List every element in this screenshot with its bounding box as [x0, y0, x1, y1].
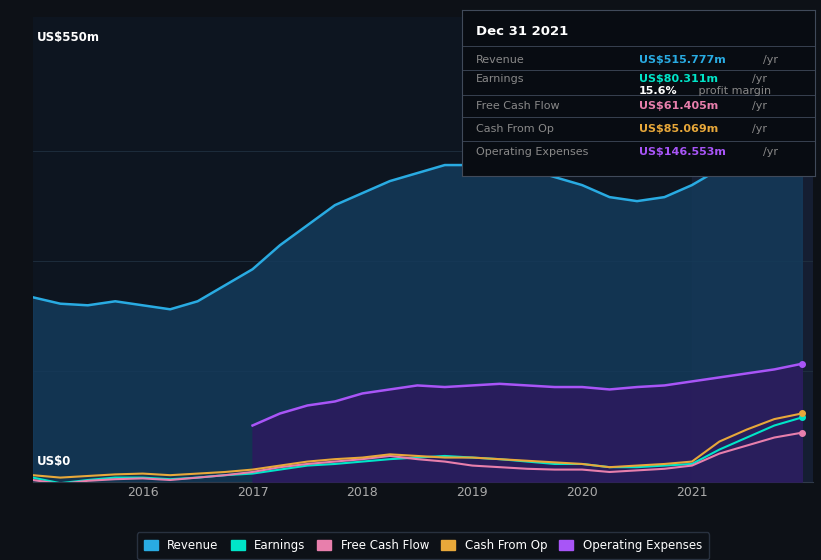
Text: /yr: /yr — [752, 101, 767, 111]
Text: /yr: /yr — [763, 55, 778, 66]
Text: 15.6%: 15.6% — [639, 86, 677, 96]
Text: /yr: /yr — [752, 124, 767, 134]
Text: Free Cash Flow: Free Cash Flow — [476, 101, 560, 111]
Text: US$146.553m: US$146.553m — [639, 147, 726, 157]
Legend: Revenue, Earnings, Free Cash Flow, Cash From Op, Operating Expenses: Revenue, Earnings, Free Cash Flow, Cash … — [136, 532, 709, 559]
Text: Revenue: Revenue — [476, 55, 525, 66]
Text: /yr: /yr — [763, 147, 778, 157]
Text: US$61.405m: US$61.405m — [639, 101, 718, 111]
Text: profit margin: profit margin — [695, 86, 772, 96]
Text: Earnings: Earnings — [476, 74, 525, 84]
Text: US$80.311m: US$80.311m — [639, 74, 718, 84]
Text: Cash From Op: Cash From Op — [476, 124, 554, 134]
Text: US$550m: US$550m — [37, 31, 99, 44]
Text: Dec 31 2021: Dec 31 2021 — [476, 25, 569, 38]
Text: US$515.777m: US$515.777m — [639, 55, 726, 66]
Text: /yr: /yr — [752, 74, 767, 84]
Text: US$0: US$0 — [37, 455, 71, 468]
Text: US$85.069m: US$85.069m — [639, 124, 718, 134]
Text: Operating Expenses: Operating Expenses — [476, 147, 589, 157]
Bar — [692, 17, 813, 482]
